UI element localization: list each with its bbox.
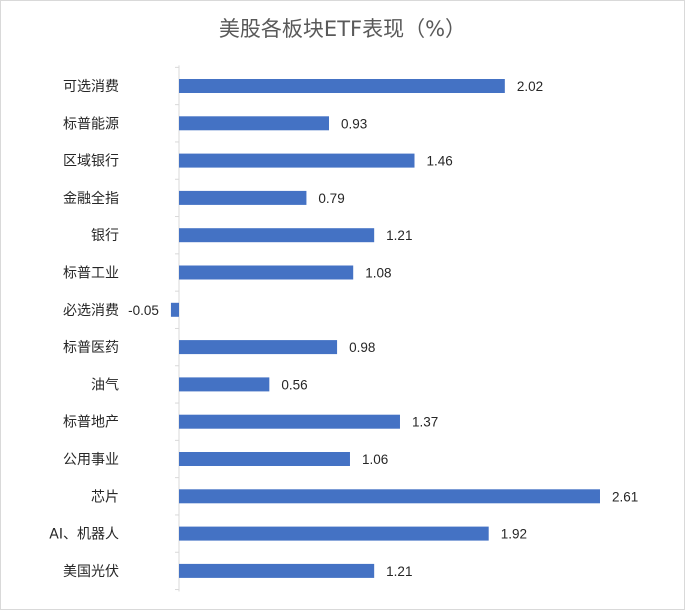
bar [179, 414, 400, 429]
category-label: 标普医药 [63, 340, 119, 356]
data-label: 0.79 [318, 191, 344, 206]
bar [170, 302, 179, 317]
bar [179, 340, 338, 355]
data-label: 0.56 [281, 377, 307, 392]
category-label: 公用事业 [63, 452, 119, 468]
data-label: 2.02 [517, 79, 543, 94]
bar [179, 452, 350, 466]
category-label: 油气 [91, 377, 119, 393]
bar [179, 563, 375, 578]
data-label: 0.98 [349, 340, 375, 355]
bar [179, 116, 330, 131]
bar [179, 377, 270, 392]
bar [179, 190, 307, 205]
data-label: 1.21 [386, 564, 412, 579]
data-label: 1.06 [362, 452, 388, 467]
bar [179, 526, 489, 541]
bar [179, 153, 415, 168]
category-label: 标普工业 [63, 266, 119, 282]
category-label: 美国光伏 [63, 564, 119, 580]
data-label: 1.37 [412, 415, 438, 430]
category-label: 金融全指 [63, 190, 119, 207]
category-label: 标普能源 [63, 116, 119, 132]
bar [179, 79, 505, 93]
chart-title: 美股各板块ETF表现（%） [218, 17, 467, 41]
data-label: 1.92 [501, 527, 527, 542]
data-label: 1.46 [426, 154, 452, 169]
data-label: 2.61 [612, 489, 638, 504]
category-label: 区域银行 [63, 154, 119, 170]
category-label: 标普地产 [63, 415, 119, 431]
category-label: 可选消费 [63, 79, 119, 95]
category-label: 必选消费 [63, 303, 119, 319]
bar [179, 228, 375, 243]
data-label: 1.08 [365, 266, 391, 281]
category-label: 芯片 [91, 489, 119, 505]
data-label: -0.05 [128, 303, 159, 318]
bar [179, 265, 354, 280]
category-label: 银行 [91, 228, 119, 244]
bar [179, 489, 600, 504]
data-label: 0.93 [341, 116, 367, 131]
data-label: 1.21 [386, 228, 412, 243]
category-label: AI、机器人 [49, 527, 119, 543]
